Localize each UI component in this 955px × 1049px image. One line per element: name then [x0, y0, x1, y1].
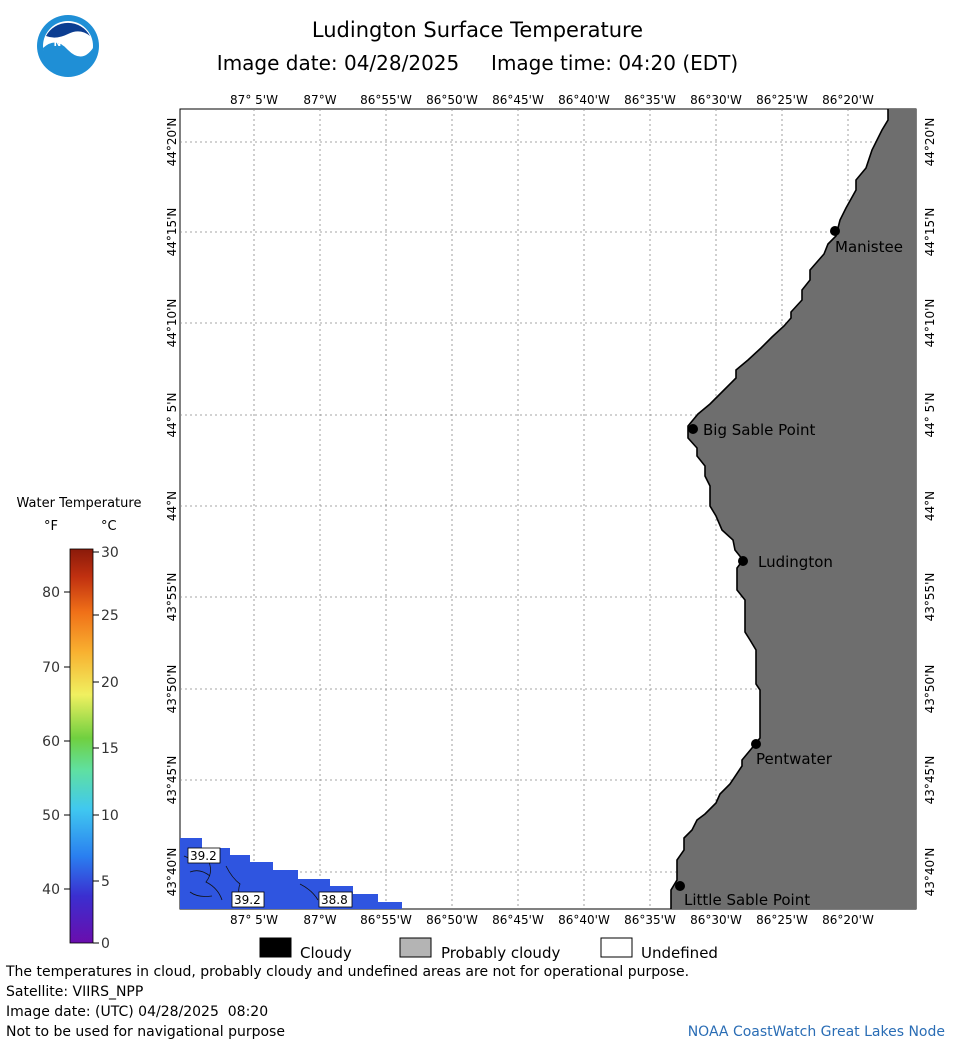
- navigation-warning: Not to be used for navigational purpose: [6, 1024, 285, 1040]
- colorbar: [69, 548, 94, 944]
- undefined-swatch: [600, 937, 633, 958]
- longitude-label-top: 87° 5'W: [230, 93, 278, 107]
- longitude-label-bottom: 86°25'W: [756, 913, 808, 927]
- fahrenheit-tick: 60: [42, 734, 60, 750]
- temp-label: 39.2: [234, 893, 261, 907]
- longitude-label-top: 86°30'W: [690, 93, 742, 107]
- fahrenheit-tick: 80: [42, 585, 60, 601]
- latitude-label-left: 44°20'N: [165, 118, 179, 167]
- latitude-label-left: 44°10'N: [165, 299, 179, 348]
- place-marker: [751, 739, 761, 749]
- undefined-label: Undefined: [641, 944, 718, 962]
- probably-cloudy-label: Probably cloudy: [441, 944, 561, 962]
- place-label: Ludington: [758, 553, 833, 571]
- celsius-tick: 30: [101, 545, 119, 561]
- longitude-label-bottom: 86°50'W: [426, 913, 478, 927]
- place-marker: [688, 424, 698, 434]
- page-title: Ludington Surface Temperature: [311, 18, 644, 42]
- cloudy-label: Cloudy: [300, 944, 352, 962]
- celsius-tick: 20: [101, 675, 119, 691]
- latitude-label-left: 43°50'N: [165, 665, 179, 714]
- colorbar-title: Water Temperature: [16, 496, 142, 511]
- fahrenheit-tick: 40: [42, 882, 60, 898]
- latitude-label-right: 44°N: [923, 491, 937, 521]
- latitude-label-left: 44° 5'N: [165, 393, 179, 438]
- place-label: Pentwater: [756, 750, 833, 768]
- latitude-label-right: 44°20'N: [923, 118, 937, 167]
- longitude-label-top: 86°35'W: [624, 93, 676, 107]
- coastline: [670, 109, 889, 909]
- credit-text: NOAA CoastWatch Great Lakes Node: [687, 1024, 945, 1040]
- latitude-label-left: 44°N: [165, 491, 179, 521]
- longitude-label-bottom: 86°20'W: [822, 913, 874, 927]
- land-area: [671, 109, 916, 909]
- celsius-tick: 25: [101, 608, 119, 624]
- longitude-label-bottom: 86°55'W: [360, 913, 412, 927]
- noaa-logo: NOAA: [37, 15, 99, 77]
- place-label: Little Sable Point: [684, 891, 810, 909]
- latitude-label-right: 43°45'N: [923, 756, 937, 805]
- longitude-label-top: 86°20'W: [822, 93, 874, 107]
- latitude-label-left: 43°45'N: [165, 756, 179, 805]
- latitude-label-right: 44°10'N: [923, 299, 937, 348]
- longitude-label-bottom: 86°40'W: [558, 913, 610, 927]
- temp-label: 38.8: [321, 893, 348, 907]
- celsius-tick: 15: [101, 741, 119, 757]
- satellite-text: Satellite: VIIRS_NPP: [6, 984, 144, 1000]
- place-marker: [675, 881, 685, 891]
- utc-date-text: Image date: (UTC) 04/28/2025 08:20: [6, 1004, 269, 1020]
- image-date-time: Image date: 04/28/2025 Image time: 04:20…: [216, 51, 739, 75]
- longitude-label-top: 86°40'W: [558, 93, 610, 107]
- disclaimer-text: The temperatures in cloud, probably clou…: [6, 964, 690, 980]
- longitude-label-bottom: 86°35'W: [624, 913, 676, 927]
- probably-cloudy-swatch: [399, 937, 432, 958]
- axis-labels: 87° 5'W 87° 5'W 87°W 87°W 86°55'W 86°55'W 86°5…: [165, 93, 937, 927]
- longitude-label-bottom: 87°W: [303, 913, 336, 927]
- unit-celsius: °C: [101, 519, 117, 534]
- longitude-label-bottom: 86°30'W: [690, 913, 742, 927]
- temperature-labels: 39.2 39.2 38.8: [187, 847, 353, 908]
- place-marker: [830, 226, 840, 236]
- longitude-label-top: 86°55'W: [360, 93, 412, 107]
- latitude-label-right: 43°50'N: [923, 665, 937, 714]
- celsius-tick: 0: [101, 936, 110, 952]
- celsius-tick: 10: [101, 808, 119, 824]
- temp-label: 39.2: [190, 849, 217, 863]
- longitude-label-top: 86°50'W: [426, 93, 478, 107]
- longitude-label-bottom: 86°45'W: [492, 913, 544, 927]
- latitude-label-left: 43°40'N: [165, 848, 179, 897]
- latitude-label-right: 43°40'N: [923, 848, 937, 897]
- celsius-tick: 5: [101, 874, 110, 890]
- latitude-label-right: 44°15'N: [923, 208, 937, 257]
- logo-text: NOAA: [54, 39, 83, 49]
- fahrenheit-tick: 70: [42, 660, 60, 676]
- longitude-label-top: 86°45'W: [492, 93, 544, 107]
- place-label: Manistee: [835, 238, 903, 256]
- places: Manistee Big Sable Point Ludington Pentw…: [675, 226, 903, 909]
- place-marker: [738, 556, 748, 566]
- longitude-label-bottom: 87° 5'W: [230, 913, 278, 927]
- latitude-label-left: 44°15'N: [165, 208, 179, 257]
- longitude-label-top: 86°25'W: [756, 93, 808, 107]
- unit-fahrenheit: °F: [44, 519, 58, 534]
- longitude-label-top: 87°W: [303, 93, 336, 107]
- latitude-label-right: 43°55'N: [923, 573, 937, 622]
- water-temperature-area: [180, 838, 402, 909]
- latitude-label-left: 43°55'N: [165, 573, 179, 622]
- fahrenheit-tick: 50: [42, 808, 60, 824]
- latitude-label-right: 44° 5'N: [923, 393, 937, 438]
- cloudy-swatch: [259, 937, 292, 958]
- place-label: Big Sable Point: [703, 421, 816, 439]
